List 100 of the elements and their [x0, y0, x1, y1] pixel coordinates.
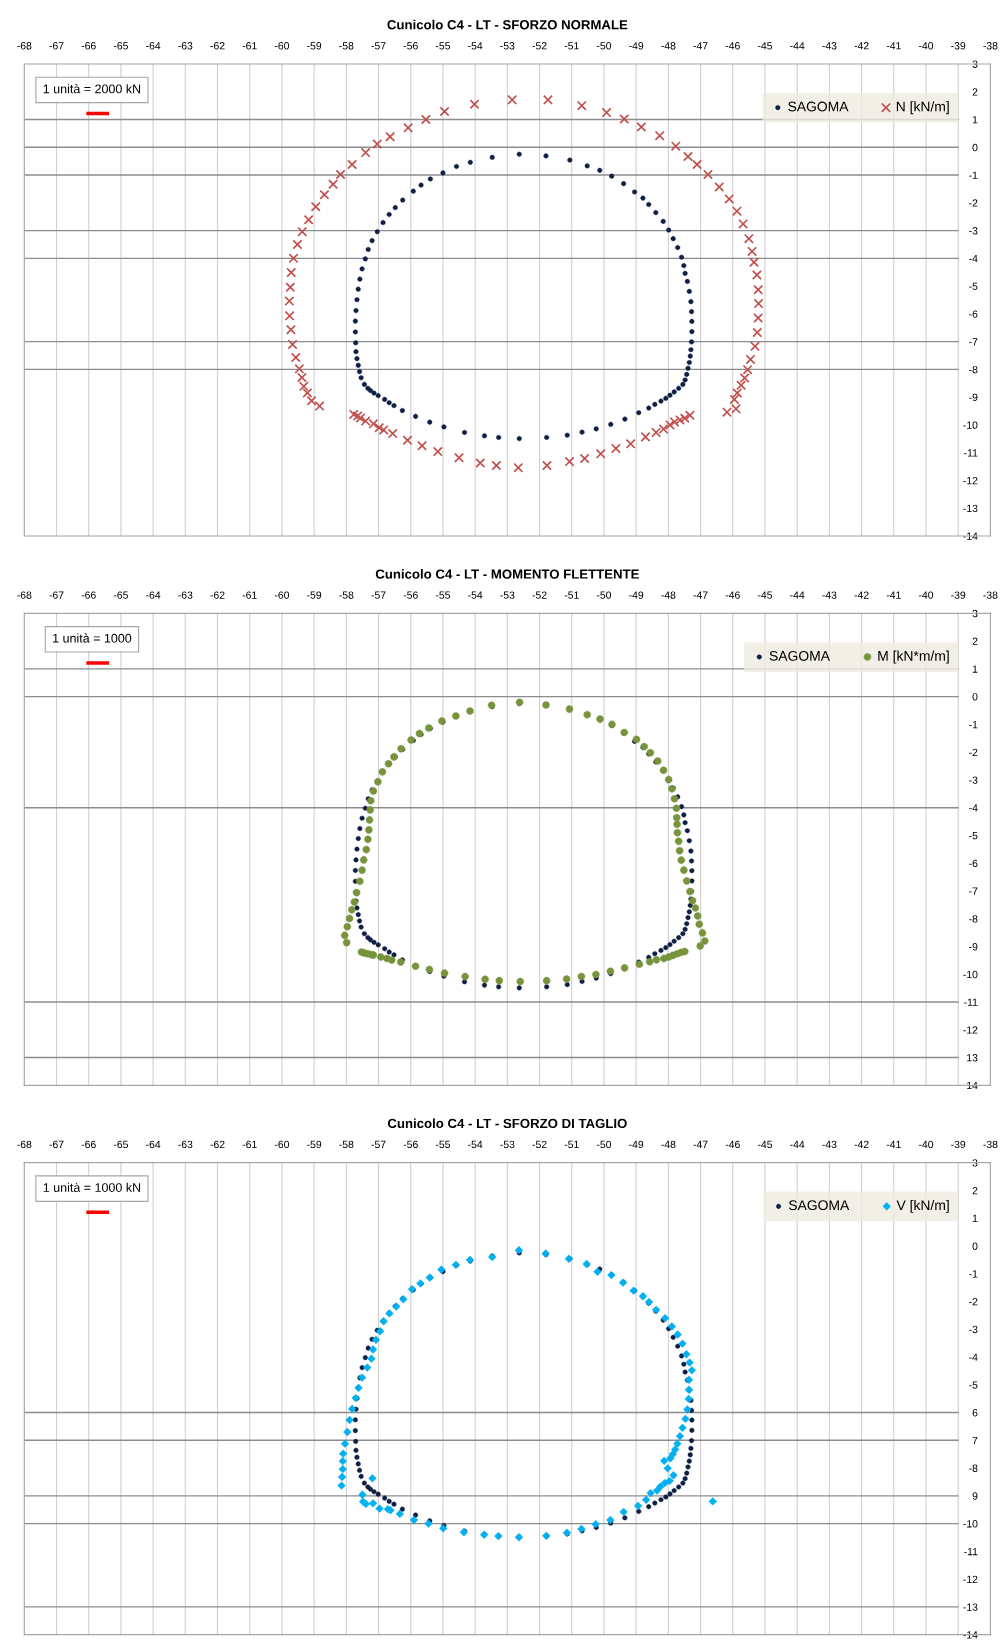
x-tick-label: -54	[468, 591, 483, 599]
x-tick-label: -68	[17, 42, 32, 50]
x-tick-label: -38	[983, 42, 998, 50]
x-tick-label: -66	[81, 1140, 96, 1149]
x-tick-label: -62	[210, 1140, 225, 1149]
x-tick-label: -45	[757, 591, 773, 599]
y-tick-label: 9	[972, 1492, 978, 1500]
y-tick-label: 1	[972, 665, 978, 673]
x-tick-label: -48	[661, 42, 676, 50]
annotation: 1 unità = 1000	[53, 633, 132, 643]
x-tick-label: -54	[468, 42, 483, 50]
x-tick-label: -53	[500, 42, 515, 50]
x-tick-label: -46	[725, 591, 740, 599]
y-tick-label: -9	[969, 943, 978, 951]
x-tick-label: -41	[886, 42, 901, 50]
y-tick-label: 0	[972, 1242, 978, 1250]
x-tick-label: -40	[918, 42, 934, 50]
x-tick-label: -58	[339, 42, 354, 50]
x-tick-label: -38	[983, 591, 998, 599]
x-tick-label: -41	[886, 591, 901, 599]
y-tick-label: -9	[969, 393, 978, 402]
x-tick-label: -58	[339, 1140, 354, 1149]
x-tick-label: -63	[178, 42, 193, 50]
x-tick-label: -43	[822, 1140, 837, 1149]
x-tick-label: -44	[790, 1140, 805, 1149]
y-tick-label: 7	[972, 1436, 978, 1445]
x-tick-label: -62	[210, 591, 225, 599]
x-tick-label: -47	[693, 1140, 708, 1149]
y-tick-label: 0	[972, 693, 978, 701]
x-tick-label: -52	[532, 42, 547, 50]
x-tick-label: -45	[757, 42, 773, 50]
y-tick-label: -2	[969, 748, 978, 756]
y-tick-label: -2	[969, 1297, 978, 1306]
y-tick-label: -11	[964, 449, 978, 457]
y-tick-label: -4	[969, 804, 978, 812]
legend-label: SAGOMA	[788, 1200, 850, 1211]
x-tick-label: -44	[790, 591, 805, 599]
y-tick-label: -7	[969, 887, 978, 895]
x-tick-label: -49	[629, 42, 644, 50]
x-tick-label: -55	[435, 42, 451, 50]
x-tick-label: -55	[435, 591, 451, 599]
y-tick-label: 2	[972, 1186, 978, 1195]
chart-title: Cunicolo C4 - LT - MOMENTO FLETTENTE	[375, 569, 639, 579]
y-tick-label: 13	[967, 1054, 978, 1062]
x-tick-label: -57	[371, 42, 386, 50]
y-tick-label: -3	[969, 776, 978, 784]
x-tick-label: -51	[564, 591, 579, 599]
x-tick-label: -44	[790, 42, 805, 50]
y-tick-label: -10	[963, 1520, 978, 1528]
x-tick-label: -40	[918, 1140, 934, 1149]
x-tick-label: -56	[403, 591, 418, 599]
x-tick-label: -67	[49, 591, 64, 599]
legend-label: SAGOMA	[769, 650, 830, 661]
x-tick-label: -53	[500, 1140, 515, 1149]
chart-title: Cunicolo C4 - LT - SFORZO DI TAGLIO	[387, 1118, 627, 1129]
x-tick-label: -47	[693, 42, 708, 50]
x-tick-label: -63	[178, 591, 193, 599]
x-tick-label: -57	[371, 1140, 386, 1149]
chart-title: Cunicolo C4 - LT - SFORZO NORMALE	[387, 19, 628, 30]
x-tick-label: -65	[113, 591, 128, 599]
x-tick-label: -52	[532, 1140, 547, 1149]
x-tick-label: -59	[307, 1140, 322, 1149]
x-tick-label: -68	[17, 591, 32, 599]
x-tick-label: -47	[693, 591, 708, 599]
x-tick-label: -67	[49, 42, 64, 50]
y-tick-label: -4	[969, 254, 978, 263]
x-tick-label: -51	[564, 1140, 579, 1149]
x-tick-label: -65	[113, 1140, 128, 1149]
x-tick-label: -61	[242, 591, 257, 599]
x-tick-label: -64	[146, 42, 161, 50]
x-tick-label: -48	[661, 591, 676, 599]
x-tick-label: -43	[822, 42, 837, 50]
y-tick-label: -5	[969, 832, 978, 840]
x-tick-label: -50	[596, 591, 612, 599]
x-tick-label: -67	[49, 1140, 64, 1149]
x-tick-label: -59	[307, 591, 322, 599]
y-tick-label: -6	[969, 310, 978, 318]
x-tick-label: -60	[274, 591, 290, 599]
y-tick-label: -8	[969, 365, 978, 374]
x-tick-label: -56	[403, 1140, 418, 1149]
y-tick-label: -14	[963, 532, 978, 540]
legend-label: M [kN*m/m]	[878, 650, 949, 664]
y-tick-label: -2	[969, 199, 978, 207]
y-tick-label: -4	[969, 1353, 978, 1361]
y-tick-label: 6	[972, 1409, 978, 1417]
x-tick-label: -56	[403, 42, 418, 50]
x-tick-label: -43	[822, 591, 837, 599]
x-tick-label: -41	[886, 1140, 901, 1149]
annotation: 1 unità = 1000 kN	[43, 1182, 141, 1192]
x-tick-label: -53	[500, 591, 515, 599]
x-tick-label: -61	[242, 1140, 257, 1149]
y-tick-label: -8	[969, 1464, 978, 1472]
y-tick-label: 2	[972, 637, 978, 645]
x-tick-label: -52	[532, 591, 547, 599]
legend-label: V [kN/m]	[896, 1199, 949, 1213]
x-tick-label: -51	[564, 42, 579, 50]
x-tick-label: -50	[596, 1140, 612, 1149]
x-tick-label: -63	[178, 1140, 193, 1149]
y-tick-label: 2	[972, 88, 978, 96]
x-tick-label: -64	[146, 591, 161, 599]
